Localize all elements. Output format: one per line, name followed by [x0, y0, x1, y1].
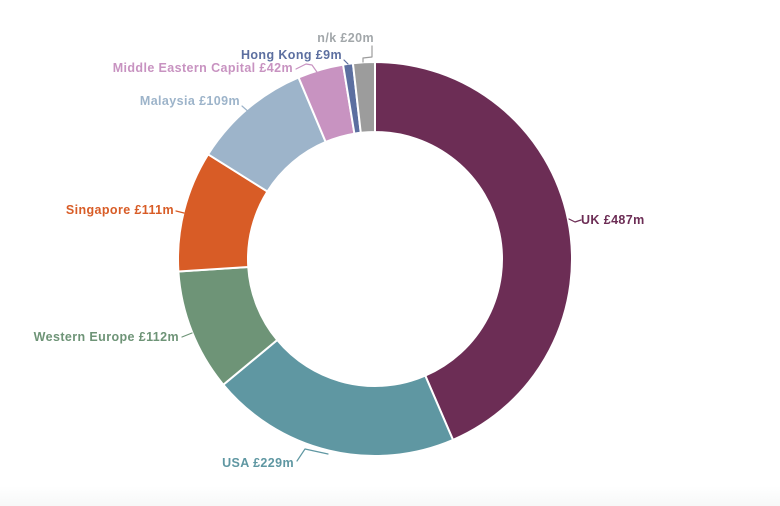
- slice-label-malaysia: Malaysia £109m: [140, 94, 240, 108]
- connector-n-k: [362, 45, 373, 63]
- slice-label-singapore: Singapore £111m: [66, 203, 174, 217]
- connector-usa: [296, 448, 329, 462]
- slices-group: [177, 60, 573, 457]
- connector-singapore: [175, 210, 185, 214]
- connector-malaysia: [241, 105, 252, 115]
- connector-middle-eastern-capital: [295, 63, 320, 76]
- slice-label-uk: UK £487m: [581, 213, 645, 227]
- slice-label-western-europe: Western Europe £112m: [34, 330, 179, 344]
- slice-label-usa: USA £229m: [222, 456, 294, 470]
- slice-n-k[interactable]: [351, 60, 376, 134]
- slice-label-hong-kong: Hong Kong £9m: [241, 48, 342, 62]
- labels-group: UK £487m USA £229m Western Europe £112m Sin…: [34, 31, 645, 470]
- connector-uk: [568, 218, 582, 223]
- slice-uk[interactable]: [374, 61, 573, 441]
- slice-label-middle-eastern-capital: Middle Eastern Capital £42m: [113, 61, 293, 75]
- connector-western-europe: [181, 332, 193, 338]
- connectors-group: [175, 45, 582, 462]
- slice-label-n-k: n/k £20m: [317, 31, 374, 45]
- connector-hong-kong: [343, 59, 349, 65]
